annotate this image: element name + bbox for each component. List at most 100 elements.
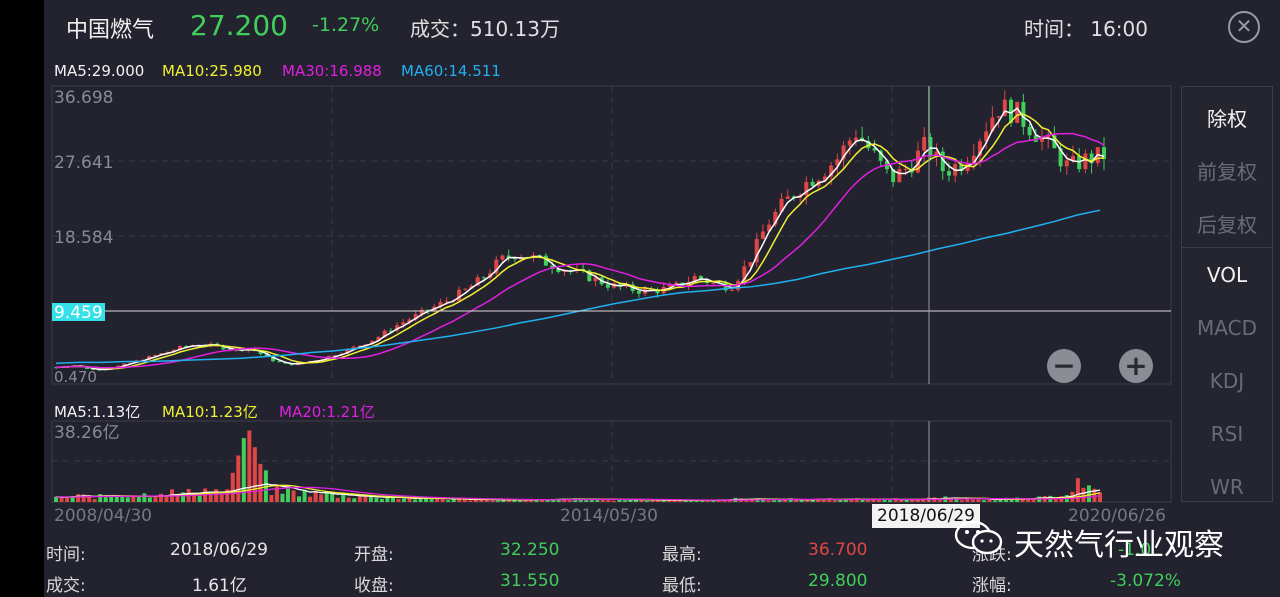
vol-ma20-label: MA20:1.21亿 bbox=[279, 403, 375, 421]
candle-body bbox=[395, 325, 400, 331]
candle-body bbox=[711, 282, 716, 284]
candle-body bbox=[742, 266, 747, 281]
candle-body bbox=[1033, 135, 1038, 142]
menu-item-wr[interactable]: WR bbox=[1210, 475, 1244, 499]
candle-body bbox=[587, 270, 592, 282]
menu-divider bbox=[1182, 247, 1272, 248]
zoom-out-button[interactable]: − bbox=[1047, 349, 1081, 383]
candle-body bbox=[184, 346, 189, 348]
info-percent-value: -3.072% bbox=[1110, 571, 1181, 591]
menu-item-vol[interactable]: VOL bbox=[1206, 263, 1248, 287]
candle-body bbox=[91, 368, 96, 370]
menu-item-rsi[interactable]: RSI bbox=[1210, 422, 1244, 446]
date-label-end: 2020/06/26 bbox=[1068, 506, 1166, 526]
menu-item-houfuquan[interactable]: 后复权 bbox=[1197, 213, 1257, 237]
candle-body bbox=[903, 168, 908, 170]
menu-item-qianfuquan[interactable]: 前复权 bbox=[1197, 160, 1257, 184]
candle-body bbox=[333, 355, 338, 357]
candle-body bbox=[785, 196, 790, 199]
candle-body bbox=[289, 363, 294, 366]
candle-body bbox=[1058, 148, 1063, 167]
candle-body bbox=[915, 150, 920, 173]
candle-body bbox=[779, 198, 784, 212]
candle-body bbox=[165, 351, 170, 354]
ma60-line bbox=[55, 209, 1101, 364]
header: 中国燃气 27.200 -1.27% 成交：510.13万 时间： 16:00 … bbox=[44, 0, 1280, 52]
candle-body bbox=[419, 309, 424, 315]
candle-body bbox=[674, 282, 679, 285]
menu-item-chuquan[interactable]: 除权 bbox=[1207, 107, 1247, 131]
candle-body bbox=[1089, 153, 1094, 164]
info-open-label: 开盘: bbox=[354, 545, 394, 565]
date-label-start: 2008/04/30 bbox=[54, 506, 152, 526]
candle-body bbox=[1008, 99, 1013, 123]
wechat-logo-icon bbox=[954, 520, 1003, 555]
close-icon[interactable]: ✕ bbox=[1228, 11, 1260, 43]
candle-body bbox=[822, 176, 827, 181]
candle-body bbox=[934, 151, 939, 157]
ma30-label: MA30:16.988 bbox=[282, 62, 382, 80]
candle-body bbox=[351, 346, 356, 349]
candle-body bbox=[698, 276, 703, 280]
candle-body bbox=[940, 151, 945, 172]
menu-item-kdj[interactable]: KDJ bbox=[1209, 369, 1245, 393]
candle-body bbox=[977, 141, 982, 156]
candle-body bbox=[500, 255, 505, 260]
candle-body bbox=[946, 171, 951, 176]
candle-body bbox=[971, 155, 976, 163]
candle-body bbox=[959, 164, 964, 172]
candle-body bbox=[841, 145, 846, 160]
candle-body bbox=[556, 268, 561, 273]
candle-body bbox=[835, 159, 840, 166]
candle-body bbox=[754, 239, 759, 263]
ma5-label: MA5:29.000 bbox=[54, 62, 145, 80]
vol-ma10-label: MA10:1.23亿 bbox=[162, 403, 258, 421]
candle-body bbox=[376, 337, 381, 341]
menu-item-macd[interactable]: MACD bbox=[1197, 316, 1257, 340]
candle-body bbox=[878, 150, 883, 161]
candle-body bbox=[804, 181, 809, 196]
candle-body bbox=[426, 309, 431, 311]
candle-body bbox=[481, 277, 486, 279]
candle-body bbox=[457, 289, 462, 301]
candle-body bbox=[1002, 99, 1007, 117]
date-label-selected: 2018/06/29 bbox=[872, 504, 980, 528]
stock-price: 27.200 bbox=[190, 9, 288, 42]
candle-body bbox=[85, 366, 90, 369]
info-high-label: 最高: bbox=[662, 545, 702, 565]
candle-body bbox=[729, 289, 734, 291]
candle-body bbox=[965, 162, 970, 172]
candle-body bbox=[853, 137, 858, 141]
y-tick-top: 36.698 bbox=[54, 88, 113, 108]
ma5-line bbox=[55, 107, 1105, 371]
ma30-line bbox=[55, 132, 1105, 369]
zoom-in-button[interactable]: + bbox=[1119, 349, 1153, 383]
candle-body bbox=[748, 262, 753, 267]
candle-body bbox=[264, 354, 269, 357]
candle-body bbox=[357, 345, 362, 347]
candle-body bbox=[562, 270, 567, 273]
candle-body bbox=[723, 283, 728, 291]
candle-body bbox=[990, 117, 995, 132]
ma10-line bbox=[55, 113, 1105, 370]
candle-body bbox=[996, 116, 1001, 118]
left-dark-band bbox=[0, 0, 44, 597]
ma60-label: MA60:14.511 bbox=[401, 62, 501, 80]
info-low-label: 最低: bbox=[662, 576, 702, 596]
stock-name: 中国燃气 bbox=[66, 18, 155, 43]
candle-body bbox=[1064, 160, 1069, 167]
candle-body bbox=[655, 289, 660, 294]
y-tick-bottom: 0.470 bbox=[54, 368, 97, 386]
candle-body bbox=[773, 211, 778, 225]
candle-body bbox=[407, 319, 412, 323]
candle-body bbox=[221, 345, 226, 350]
candle-body bbox=[475, 277, 480, 286]
info-percent-label: 涨幅: bbox=[972, 576, 1012, 596]
candle-body bbox=[872, 148, 877, 151]
info-volume-label: 成交: bbox=[46, 576, 86, 596]
candle-body bbox=[928, 137, 933, 157]
candle-body bbox=[1046, 135, 1051, 138]
info-high-value: 36.700 bbox=[808, 540, 868, 560]
candle-body bbox=[922, 137, 927, 151]
